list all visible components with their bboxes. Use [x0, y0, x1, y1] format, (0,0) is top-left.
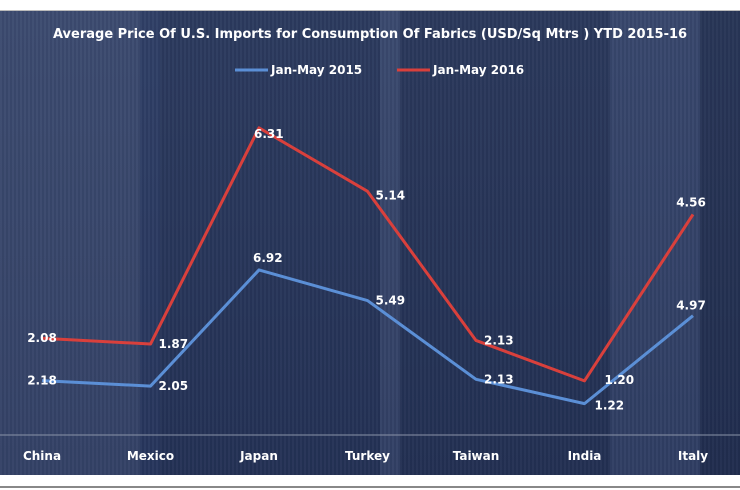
data-labels: 2.18 2.05 6.92 5.49 2.13 1.22 4.97 2.08 1.87 6.31… — [27, 127, 706, 413]
chart-area — [0, 10, 740, 475]
data-label: 6.31 — [254, 127, 284, 141]
legend: Jan-May 2015 Jan-May 2016 — [235, 63, 524, 77]
legend-label: Jan-May 2015 — [270, 63, 362, 77]
data-label: 1.20 — [605, 373, 635, 387]
x-tick-label: Japan — [239, 449, 278, 463]
x-axis-labels: China Mexico Japan Turkey Taiwan India Italy — [23, 449, 708, 463]
x-tick-label: Taiwan — [453, 449, 500, 463]
data-label: 1.87 — [159, 337, 189, 351]
x-tick-label: China — [23, 449, 61, 463]
chart-title: Average Price Of U.S. Imports for Consum… — [53, 27, 687, 42]
series-line-0 — [41, 268, 694, 406]
x-tick-label: Italy — [678, 449, 708, 463]
data-label: 2.08 — [27, 331, 57, 345]
x-tick-label: Turkey — [345, 449, 390, 463]
data-label: 5.49 — [376, 294, 406, 308]
data-label: 2.05 — [159, 379, 189, 393]
data-label: 6.92 — [253, 251, 283, 265]
data-label: 2.13 — [484, 333, 514, 347]
bottom-border — [0, 486, 740, 488]
data-label: 1.22 — [595, 399, 625, 413]
x-tick-label: India — [568, 449, 602, 463]
series-lines — [41, 126, 695, 406]
legend-label: Jan-May 2016 — [432, 63, 524, 77]
x-tick-label: Mexico — [127, 449, 174, 463]
series-line-1 — [41, 126, 695, 383]
data-label: 2.18 — [27, 374, 57, 388]
data-label: 4.56 — [676, 195, 706, 209]
data-label: 2.13 — [484, 372, 514, 386]
data-label: 5.14 — [376, 188, 406, 202]
data-label: 4.97 — [676, 299, 706, 313]
